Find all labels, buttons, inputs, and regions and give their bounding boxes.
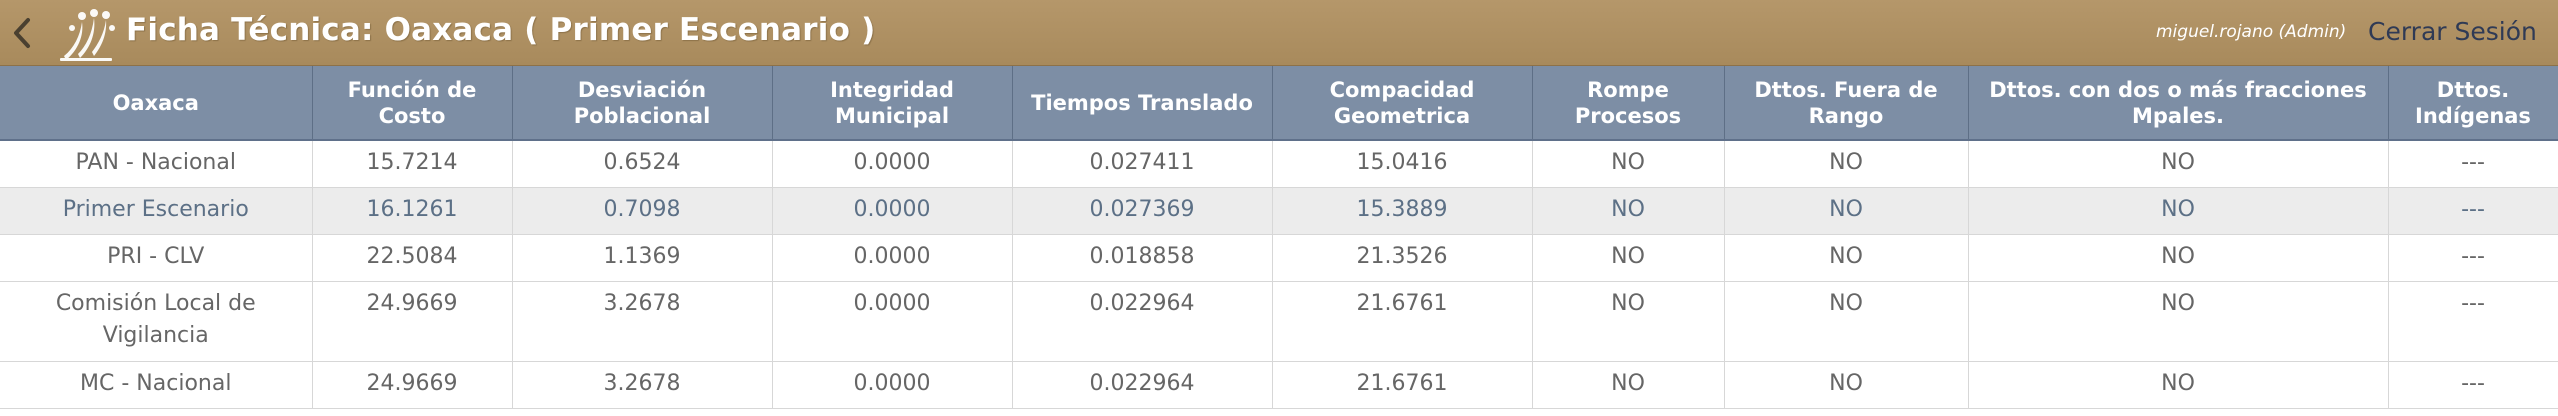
table-cell: MC - Nacional (0, 361, 313, 409)
table-cell: PAN - Nacional (0, 140, 313, 188)
column-header[interactable]: Integridad Municipal (772, 66, 1013, 141)
table-cell: 0.0000 (772, 281, 1013, 362)
table-cell: 0.022964 (1012, 281, 1273, 362)
table-cell: 0.027411 (1012, 140, 1273, 188)
table-cell: 24.9669 (312, 281, 513, 362)
column-header[interactable]: Compacidad Geometrica (1272, 66, 1533, 141)
column-header[interactable]: Desviación Poblacional (512, 66, 773, 141)
table-cell: 16.1261 (312, 187, 513, 235)
table-row[interactable]: MC - Nacional 24.9669 3.2678 0.0000 0.02… (0, 361, 2558, 409)
column-header[interactable]: Tiempos Translado (1012, 66, 1273, 141)
table-header-row: Oaxaca Función de Costo Desviación Pobla… (0, 66, 2558, 141)
table-cell: NO (1724, 140, 1969, 188)
table-cell: NO (1968, 281, 2389, 362)
table-cell: 0.7098 (512, 187, 773, 235)
table-cell: 1.1369 (512, 234, 773, 282)
table-cell: 3.2678 (512, 281, 773, 362)
table-cell: 15.3889 (1272, 187, 1533, 235)
column-header[interactable]: Oaxaca (0, 66, 313, 141)
table-cell: 0.018858 (1012, 234, 1273, 282)
column-header[interactable]: Dttos. Fuera de Rango (1724, 66, 1969, 141)
column-header[interactable]: Rompe Procesos (1532, 66, 1725, 141)
table-cell: 0.0000 (772, 187, 1013, 235)
table-cell: --- (2388, 187, 2558, 235)
table-cell: 0.0000 (772, 361, 1013, 409)
table-cell: NO (1724, 361, 1969, 409)
table-cell: 15.7214 (312, 140, 513, 188)
table-cell: --- (2388, 361, 2558, 409)
table-cell: NO (1532, 187, 1725, 235)
table-cell: NO (1532, 361, 1725, 409)
table-cell: 21.6761 (1272, 361, 1533, 409)
table-cell: 0.022964 (1012, 361, 1273, 409)
table-cell: 3.2678 (512, 361, 773, 409)
user-label: miguel.rojano (Admin) (2156, 22, 2347, 42)
top-bar: Ficha Técnica: Oaxaca ( Primer Escenario… (0, 0, 2558, 66)
table-cell: 21.3526 (1272, 234, 1533, 282)
logo-icon (56, 6, 118, 62)
table-cell: Primer Escenario (0, 187, 313, 235)
column-header[interactable]: Función de Costo (312, 66, 513, 141)
table-cell: 0.027369 (1012, 187, 1273, 235)
table-cell: NO (1532, 140, 1725, 188)
table-cell: NO (1724, 281, 1969, 362)
column-header[interactable]: Dttos. con dos o más fracciones Mpales. (1968, 66, 2389, 141)
table-cell: PRI - CLV (0, 234, 313, 282)
table-cell: NO (1724, 187, 1969, 235)
table-cell: Comisión Local de Vigilancia (0, 281, 313, 362)
column-header[interactable]: Dttos. Indígenas (2388, 66, 2558, 141)
table-cell: 0.6524 (512, 140, 773, 188)
logout-link[interactable]: Cerrar Sesión (2368, 17, 2537, 46)
table-cell: NO (1532, 281, 1725, 362)
table-row[interactable]: PAN - Nacional 15.7214 0.6524 0.0000 0.0… (0, 140, 2558, 188)
table-cell: NO (1968, 140, 2389, 188)
back-chevron-icon[interactable] (10, 16, 36, 50)
table-row[interactable]: Primer Escenario 16.1261 0.7098 0.0000 0… (0, 187, 2558, 235)
table-cell: NO (1968, 234, 2389, 282)
table-cell: 15.0416 (1272, 140, 1533, 188)
table-row[interactable]: Comisión Local de Vigilancia 24.9669 3.2… (0, 281, 2558, 362)
table-cell: --- (2388, 140, 2558, 188)
table-cell: NO (1968, 187, 2389, 235)
table-cell: 22.5084 (312, 234, 513, 282)
table-cell: NO (1532, 234, 1725, 282)
table-cell: 0.0000 (772, 234, 1013, 282)
table-row[interactable]: PRI - CLV 22.5084 1.1369 0.0000 0.018858… (0, 234, 2558, 282)
table-cell: 24.9669 (312, 361, 513, 409)
page-title: Ficha Técnica: Oaxaca ( Primer Escenario… (126, 12, 876, 48)
table-cell: 21.6761 (1272, 281, 1533, 362)
technical-sheet-table: Oaxaca Función de Costo Desviación Pobla… (0, 66, 2558, 409)
table-cell: 0.0000 (772, 140, 1013, 188)
table-cell: NO (1724, 234, 1969, 282)
table-cell: NO (1968, 361, 2389, 409)
table-cell: --- (2388, 281, 2558, 362)
table-cell: --- (2388, 234, 2558, 282)
